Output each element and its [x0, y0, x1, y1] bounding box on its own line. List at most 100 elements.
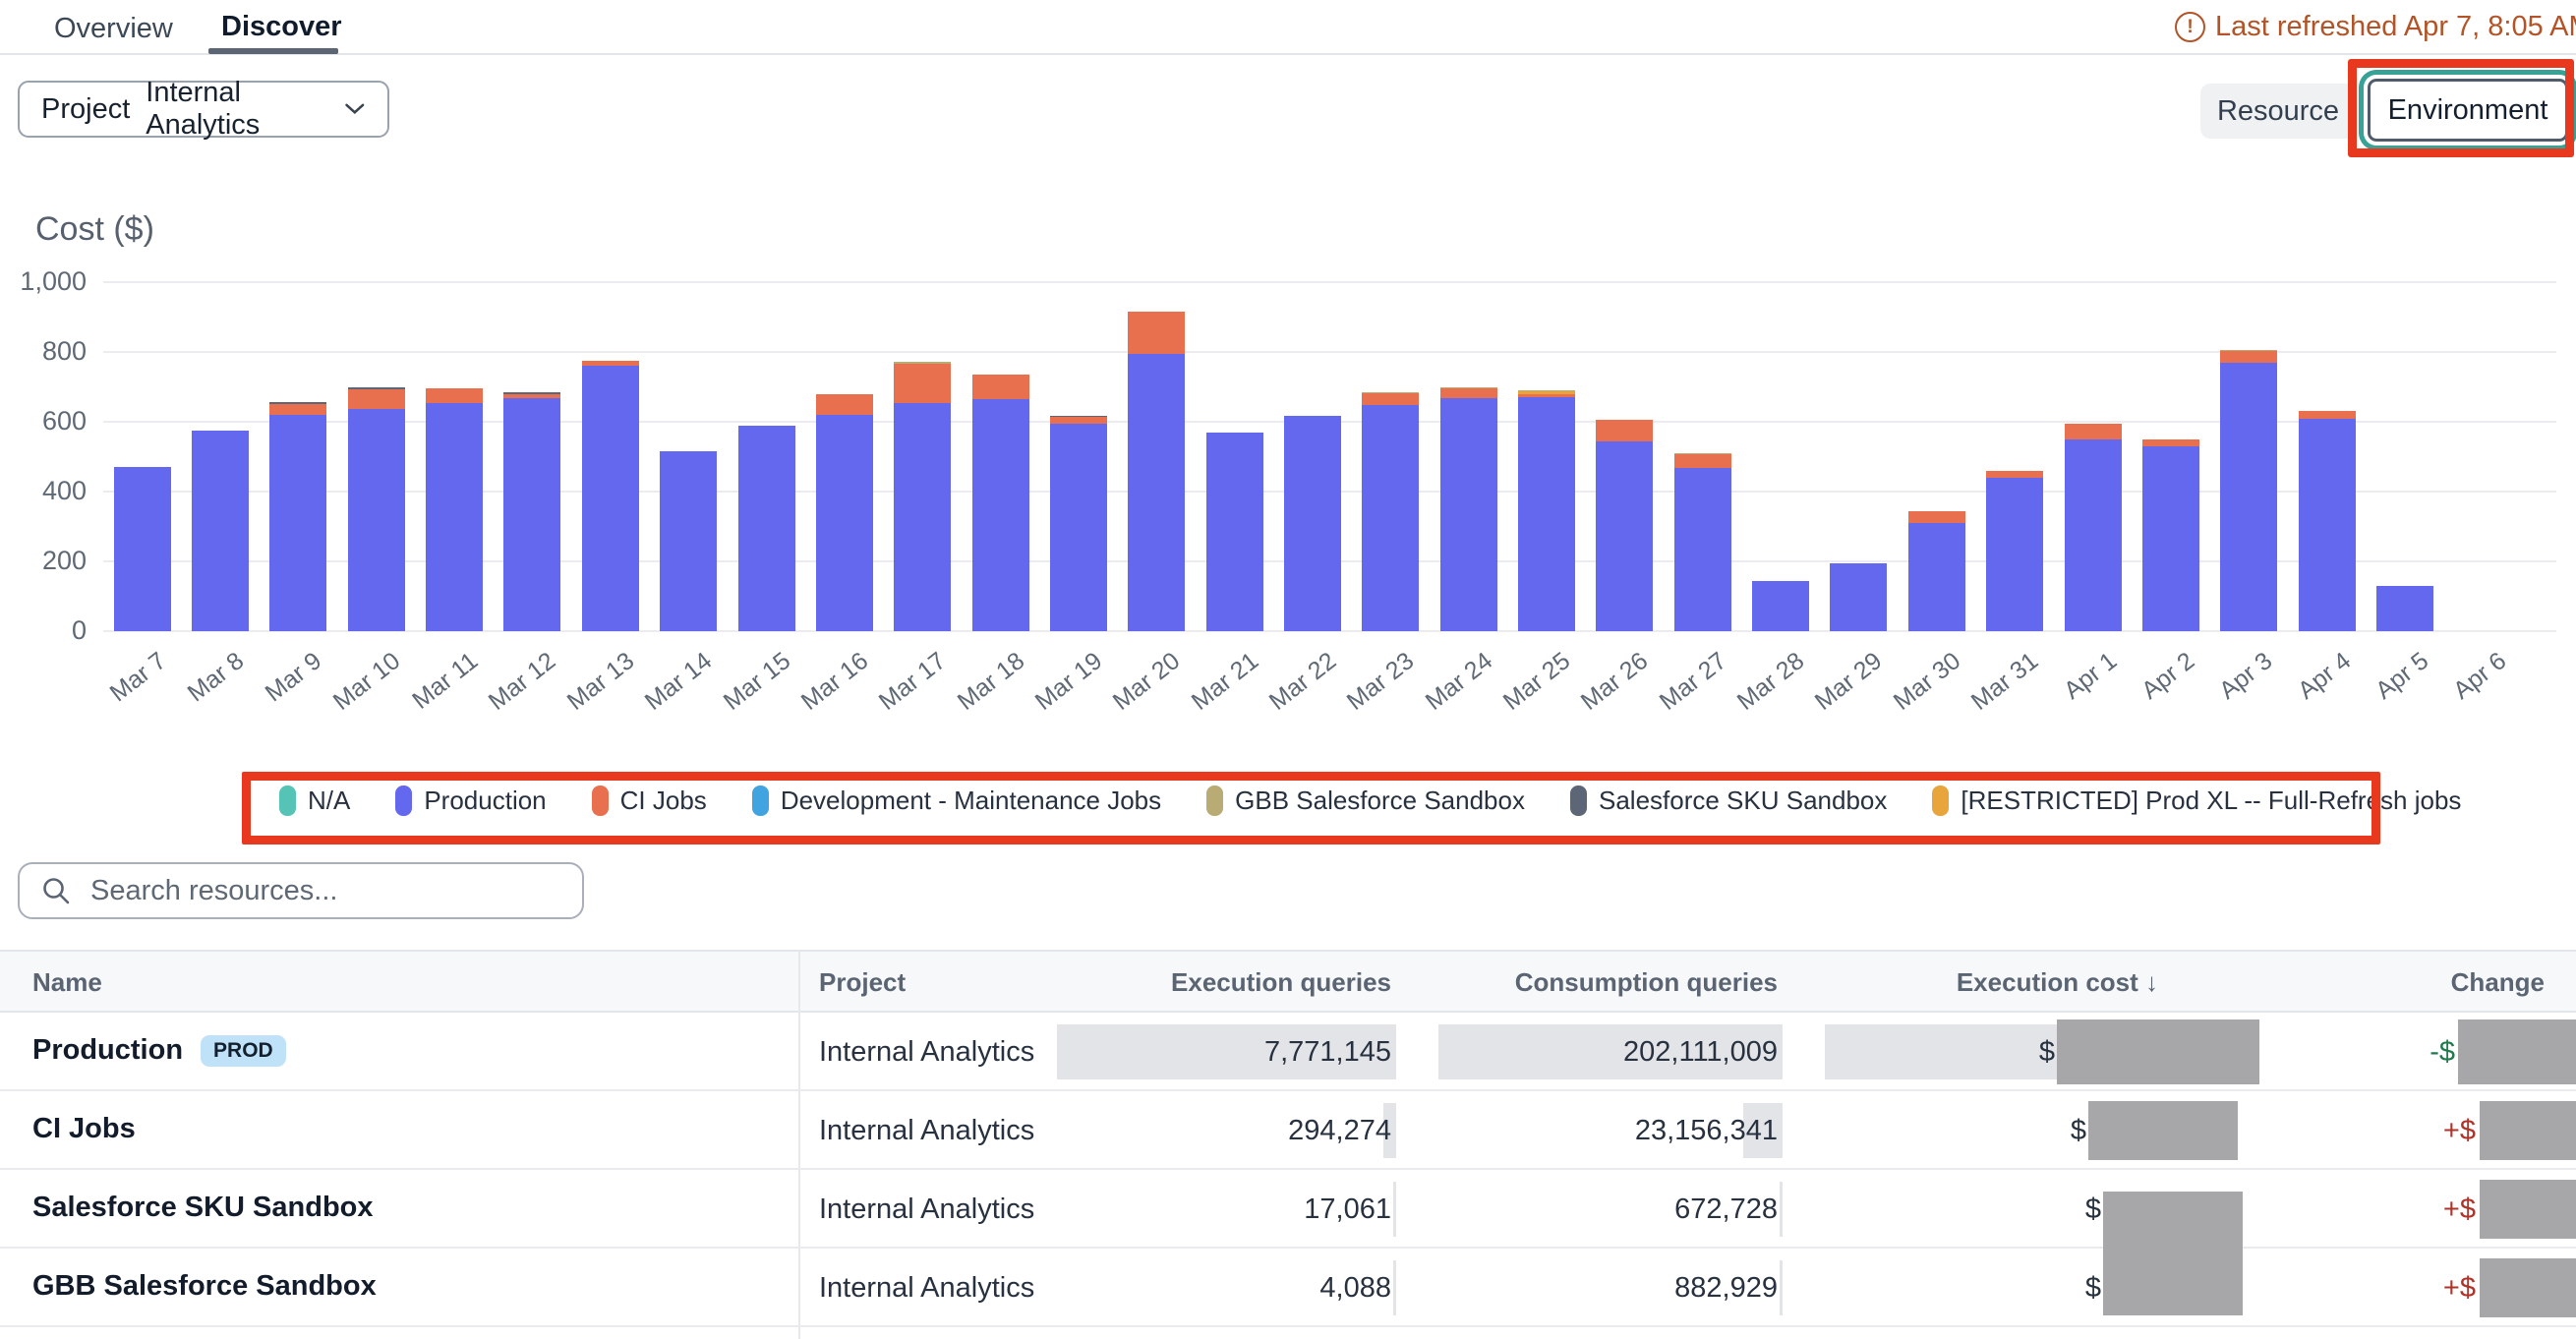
consumption-queries-cell: 202,111,009	[1623, 1036, 1778, 1068]
bar-mar-29[interactable]	[1830, 562, 1888, 631]
legend-item-n-a[interactable]: N/A	[279, 785, 350, 816]
bar-segment-production	[113, 467, 171, 631]
consumption-queries-value-bar	[1780, 1260, 1783, 1315]
bar-mar-18[interactable]	[971, 375, 1029, 631]
bar-mar-26[interactable]	[1596, 419, 1654, 631]
resource-toggle-button[interactable]: Resource	[2200, 84, 2356, 139]
legend-label: Development - Maintenance Jobs	[780, 785, 1162, 815]
bar-mar-30[interactable]	[1907, 510, 1965, 631]
bar-mar-9[interactable]	[269, 401, 327, 631]
table-row-gbb-salesforce-sandbox[interactable]: GBB Salesforce Sandbox Internal Analytics…	[0, 1249, 2576, 1327]
bar-mar-31[interactable]	[1986, 470, 2044, 631]
bar-mar-20[interactable]	[1128, 312, 1186, 631]
bar-mar-24[interactable]	[1439, 386, 1497, 631]
search-resources-input[interactable]: Search resources...	[18, 862, 584, 919]
bar-segment-salesforce-sku-sandbox	[1049, 416, 1107, 418]
chart-legend: N/A Production CI Jobs Development - Mainte…	[279, 783, 2461, 818]
column-header-execution-queries[interactable]: Execution queries	[1171, 967, 1391, 997]
resource-name: Salesforce SKU Sandbox	[32, 1192, 374, 1223]
column-header-name[interactable]: Name	[32, 967, 102, 997]
prod-badge: PROD	[201, 1034, 286, 1067]
legend-swatch-icon	[591, 785, 609, 816]
project-filter-dropdown[interactable]: Project Internal Analytics	[18, 77, 389, 141]
environment-toggle-button[interactable]: Environment	[2368, 79, 2568, 142]
resource-name-cell: GBB Salesforce Sandbox	[32, 1270, 377, 1303]
legend-item-gbb-salesforce-sandbox[interactable]: GBB Salesforce Sandbox	[1206, 785, 1525, 816]
bar-segment-ci-jobs	[581, 360, 639, 367]
bar-mar-21[interactable]	[1205, 432, 1263, 631]
consumption-queries-value-bar	[1742, 1103, 1783, 1158]
bar-mar-17[interactable]	[894, 362, 952, 631]
table-row-salesforce-sku-sandbox[interactable]: Salesforce SKU Sandbox Internal Analytics…	[0, 1170, 2576, 1249]
bar-segment-ci-jobs	[2220, 351, 2278, 363]
change-redaction	[2458, 1019, 2576, 1084]
bar-mar-13[interactable]	[581, 360, 639, 631]
y-axis-tick-label: 1,000	[20, 266, 87, 296]
bar-segment-gbb-salesforce-sandbox	[2220, 350, 2278, 352]
bar-segment-production	[737, 425, 795, 631]
resource-name-cell: Salesforce SKU Sandbox	[32, 1192, 374, 1224]
legend-item--restricted-prod-xl-full-refresh-jobs[interactable]: [RESTRICTED] Prod XL -- Full-Refresh job…	[1932, 785, 2461, 816]
table-row-production[interactable]: Production PROD Internal Analytics 7,771,14…	[0, 1013, 2576, 1091]
bar-apr-3[interactable]	[2220, 350, 2278, 631]
legend-item-development-maintenance-jobs[interactable]: Development - Maintenance Jobs	[751, 785, 1162, 816]
chart-title: Cost ($)	[35, 210, 154, 248]
bar-mar-15[interactable]	[737, 425, 795, 631]
bar-apr-4[interactable]	[2298, 410, 2356, 631]
bar-segment-gbb-salesforce-sandbox	[1362, 391, 1420, 393]
change-cell: +$	[2442, 1193, 2476, 1225]
table-column-divider	[798, 950, 800, 1339]
bar-mar-23[interactable]	[1362, 391, 1420, 631]
bar-mar-8[interactable]	[192, 430, 250, 631]
bar-segment-ci-jobs	[1518, 394, 1576, 398]
gridline-800	[103, 351, 2556, 353]
y-axis-tick-label: 400	[41, 476, 87, 505]
project-cell: Internal Analytics	[819, 1193, 1035, 1225]
bar-segment-ci-jobs	[1362, 392, 1420, 405]
tab-discover[interactable]: Discover	[221, 11, 342, 42]
legend-swatch-icon	[1932, 785, 1950, 816]
bar-mar-28[interactable]	[1752, 580, 1810, 631]
bar-mar-27[interactable]	[1673, 452, 1731, 631]
column-header-project[interactable]: Project	[819, 967, 907, 997]
legend-item-salesforce-sku-sandbox[interactable]: Salesforce SKU Sandbox	[1569, 785, 1887, 816]
bar-segment-gbb-salesforce-sandbox	[894, 362, 952, 364]
column-header-change[interactable]: Change	[2450, 967, 2545, 997]
bar-segment-ci-jobs	[1049, 417, 1107, 424]
y-axis-tick-label: 600	[41, 406, 87, 436]
tab-overview[interactable]: Overview	[54, 13, 173, 44]
bar-mar-16[interactable]	[815, 393, 873, 631]
execution-queries-value-bar	[1382, 1103, 1396, 1158]
bar-mar-25[interactable]	[1518, 389, 1576, 631]
legend-label: Production	[424, 785, 547, 815]
bar-apr-5[interactable]	[2375, 585, 2433, 631]
column-header-execution-cost-sorted[interactable]: Execution cost ↓	[1956, 967, 2158, 997]
bar-mar-11[interactable]	[426, 388, 484, 631]
bar-mar-14[interactable]	[660, 451, 718, 631]
bar-mar-7[interactable]	[113, 467, 171, 631]
table-row-divider	[0, 1168, 2576, 1170]
active-tab-underline	[208, 48, 338, 54]
bar-mar-22[interactable]	[1284, 416, 1341, 631]
bar-segment-ci-jobs	[894, 363, 952, 403]
bar-apr-1[interactable]	[2064, 423, 2122, 631]
bar-mar-19[interactable]	[1049, 416, 1107, 631]
bar-segment-ci-jobs	[1673, 453, 1731, 468]
table-row-ci-jobs[interactable]: CI Jobs Internal Analytics 294,274 23,156,3…	[0, 1091, 2576, 1170]
execution-queries-cell: 4,088	[1319, 1272, 1391, 1304]
bar-segment-production	[1439, 398, 1497, 631]
bar-segment-production	[2141, 445, 2199, 631]
legend-item-ci-jobs[interactable]: CI Jobs	[591, 785, 707, 816]
bar-segment-production	[1830, 562, 1888, 631]
bar-mar-10[interactable]	[347, 387, 405, 631]
column-header-consumption-queries[interactable]: Consumption queries	[1514, 967, 1778, 997]
bar-segment-production	[815, 414, 873, 631]
bar-segment-ci-jobs	[1596, 419, 1654, 441]
change-cell: +$	[2442, 1272, 2476, 1304]
bar-mar-12[interactable]	[503, 391, 561, 631]
legend-item-production[interactable]: Production	[395, 785, 547, 816]
execution-cost-redaction	[2057, 1019, 2259, 1084]
bar-segment-ci-jobs	[1907, 510, 1965, 523]
bar-apr-2[interactable]	[2141, 438, 2199, 631]
bar-segment-ci-jobs	[426, 388, 484, 403]
